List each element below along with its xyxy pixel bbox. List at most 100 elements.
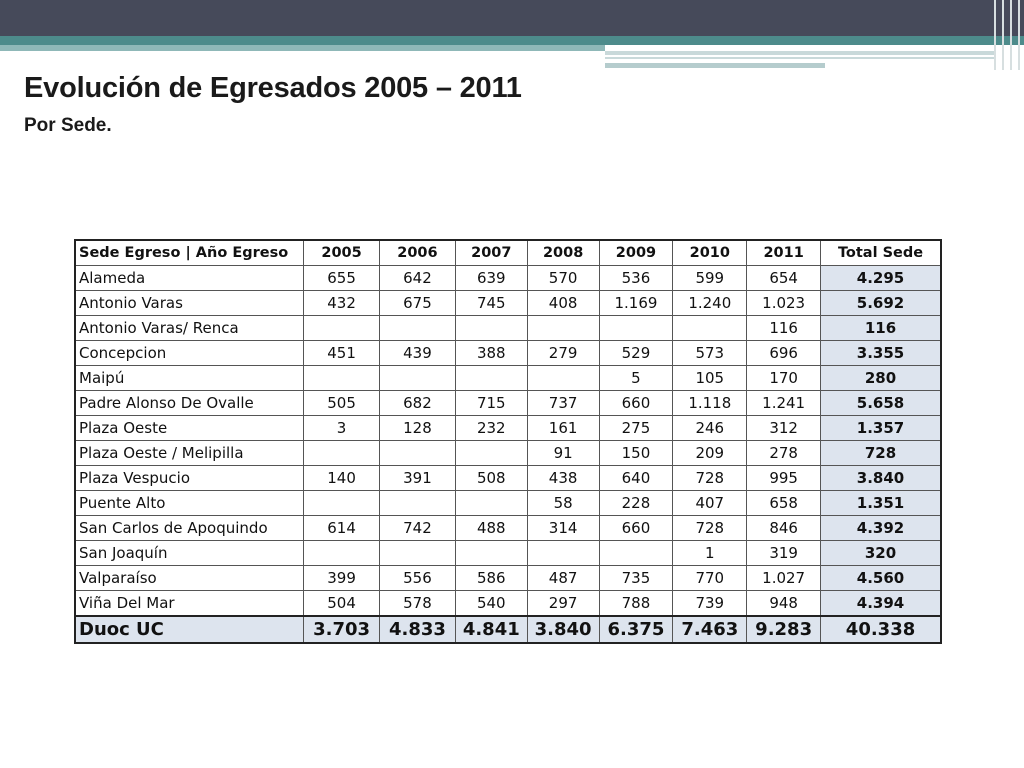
value-cell: 586	[454, 565, 528, 591]
value-cell: 279	[526, 340, 600, 366]
value-cell: 1.240	[672, 290, 748, 316]
value-cell: 314	[526, 515, 600, 541]
value-cell	[454, 440, 528, 466]
value-cell: 770	[672, 565, 748, 591]
header-band-teal-light	[0, 45, 605, 51]
table-row: Plaza Vespucio 140 391 508 438 640 728 995 3.840	[74, 465, 942, 491]
value-cell: 614	[303, 515, 380, 541]
column-header-sede: Sede Egreso | Año Egreso	[74, 239, 305, 266]
footer-total-cell: 3.703	[303, 615, 380, 644]
value-cell	[454, 490, 528, 516]
value-cell: 529	[598, 340, 674, 366]
value-cell	[379, 440, 456, 466]
value-cell: 228	[598, 490, 674, 516]
value-cell: 742	[379, 515, 456, 541]
value-cell: 715	[454, 390, 528, 416]
footer-total-cell: 40.338	[820, 615, 942, 644]
value-cell: 660	[598, 515, 674, 541]
total-cell: 116	[820, 315, 942, 341]
footer-total-cell: 4.841	[454, 615, 528, 644]
sede-name-cell: Padre Alonso De Ovalle	[74, 390, 305, 416]
value-cell: 128	[379, 415, 456, 441]
value-cell	[526, 365, 600, 391]
value-cell	[598, 315, 674, 341]
column-header: 2009	[598, 239, 674, 266]
footer-total-cell: 7.463	[672, 615, 748, 644]
value-cell: 438	[526, 465, 600, 491]
table-row: Alameda 655 642 639 570 536 599 654 4.295	[74, 265, 942, 291]
value-cell: 5	[598, 365, 674, 391]
value-cell: 105	[672, 365, 748, 391]
value-cell: 682	[379, 390, 456, 416]
value-cell: 3	[303, 415, 380, 441]
header-vertical-line	[1010, 0, 1012, 70]
value-cell: 639	[454, 265, 528, 291]
value-cell	[379, 490, 456, 516]
value-cell: 1.027	[746, 565, 822, 591]
sede-name-cell: Plaza Vespucio	[74, 465, 305, 491]
value-cell: 1.118	[672, 390, 748, 416]
value-cell: 150	[598, 440, 674, 466]
value-cell	[303, 365, 380, 391]
value-cell: 488	[454, 515, 528, 541]
value-cell	[379, 365, 456, 391]
value-cell: 391	[379, 465, 456, 491]
total-cell: 3.355	[820, 340, 942, 366]
value-cell: 297	[526, 590, 600, 617]
sede-name-cell: Plaza Oeste / Melipilla	[74, 440, 305, 466]
table-row: San Carlos de Apoquindo 614 742 488 314 660 72…	[74, 515, 942, 541]
value-cell	[526, 540, 600, 566]
table-row: Plaza Oeste / Melipilla 91 150 209 278 728	[74, 440, 942, 466]
value-cell: 1.169	[598, 290, 674, 316]
value-cell: 161	[526, 415, 600, 441]
total-cell: 5.658	[820, 390, 942, 416]
header-band-light-2	[605, 63, 825, 68]
sede-name-cell: Maipú	[74, 365, 305, 391]
value-cell: 451	[303, 340, 380, 366]
value-cell: 1.023	[746, 290, 822, 316]
sede-name-cell: San Carlos de Apoquindo	[74, 515, 305, 541]
table-row: Antonio Varas 432 675 745 408 1.169 1.240 1.023…	[74, 290, 942, 316]
footer-total-cell: 6.375	[598, 615, 674, 644]
column-header: 2008	[526, 239, 600, 266]
footer-total-cell: 9.283	[746, 615, 822, 644]
value-cell: 319	[746, 540, 822, 566]
sede-name-cell: Valparaíso	[74, 565, 305, 591]
column-header: Total Sede	[820, 239, 942, 266]
table-header-row: Sede Egreso | Año Egreso 2005 2006 2007 2008…	[74, 239, 942, 266]
value-cell: 170	[746, 365, 822, 391]
column-header: 2011	[746, 239, 822, 266]
total-cell: 5.692	[820, 290, 942, 316]
sede-name-cell: Antonio Varas/ Renca	[74, 315, 305, 341]
value-cell: 91	[526, 440, 600, 466]
value-cell	[598, 540, 674, 566]
value-cell: 739	[672, 590, 748, 617]
value-cell: 599	[672, 265, 748, 291]
value-cell: 116	[746, 315, 822, 341]
slide-title: Evolución de Egresados 2005 – 2011	[24, 72, 522, 104]
value-cell: 642	[379, 265, 456, 291]
header-band-teal	[0, 36, 1024, 45]
value-cell: 948	[746, 590, 822, 617]
value-cell: 505	[303, 390, 380, 416]
value-cell: 487	[526, 565, 600, 591]
total-cell: 320	[820, 540, 942, 566]
value-cell	[303, 490, 380, 516]
value-cell: 1	[672, 540, 748, 566]
footer-total-cell: 3.840	[526, 615, 600, 644]
value-cell: 573	[672, 340, 748, 366]
value-cell	[454, 540, 528, 566]
total-cell: 3.840	[820, 465, 942, 491]
sede-name-cell: Plaza Oeste	[74, 415, 305, 441]
footer-total-cell: 4.833	[379, 615, 456, 644]
value-cell: 508	[454, 465, 528, 491]
value-cell: 658	[746, 490, 822, 516]
header-band-line	[605, 55, 995, 57]
value-cell: 246	[672, 415, 748, 441]
value-cell: 439	[379, 340, 456, 366]
slide-subtitle: Por Sede.	[24, 115, 112, 136]
value-cell: 536	[598, 265, 674, 291]
header-vertical-line	[994, 0, 996, 70]
table-row: San Joaquín 1 319 320	[74, 540, 942, 566]
value-cell	[454, 315, 528, 341]
